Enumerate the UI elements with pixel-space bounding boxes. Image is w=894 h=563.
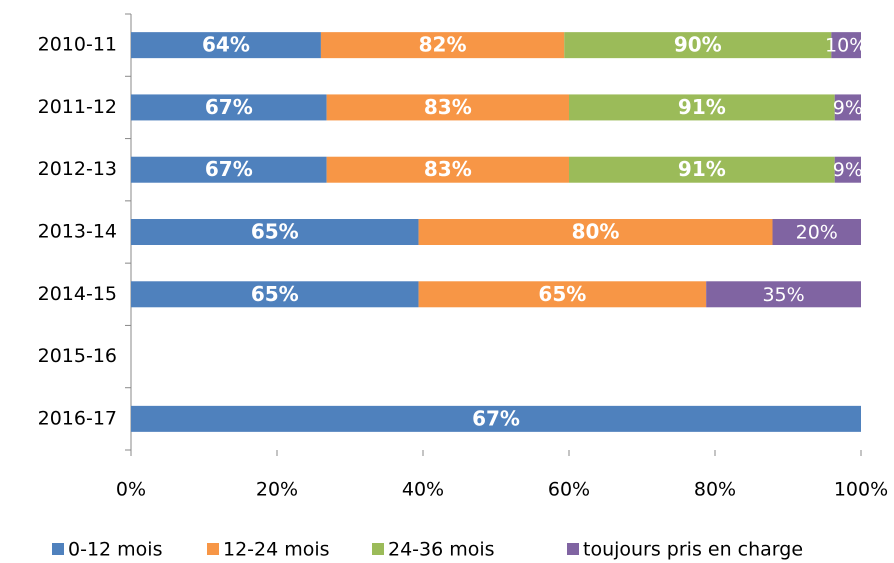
bar-segment — [131, 219, 419, 245]
data-label: 9% — [833, 159, 863, 181]
bar-segment — [831, 32, 861, 59]
bar-segment — [834, 94, 861, 121]
bar-segment — [772, 219, 861, 245]
x-tick-label: 80% — [694, 479, 736, 501]
data-label: 82% — [419, 33, 467, 57]
bar-segment — [131, 281, 419, 308]
data-label: 91% — [678, 95, 726, 119]
data-label: 83% — [424, 95, 472, 119]
bar-segment — [834, 156, 861, 183]
data-label: 67% — [472, 406, 520, 430]
bar-segment — [706, 281, 861, 308]
x-tick-label: 40% — [402, 479, 444, 501]
data-label: 20% — [796, 222, 838, 244]
bar-segment — [569, 156, 835, 183]
legend-swatch — [52, 543, 64, 555]
bar-segment — [418, 219, 773, 245]
y-tick-label: 2014-15 — [38, 283, 117, 305]
y-tick-label: 2011-12 — [38, 96, 117, 118]
data-label: 65% — [538, 282, 586, 306]
bar-segment — [131, 405, 861, 432]
legend-swatch — [372, 543, 384, 555]
x-tick-label: 20% — [256, 479, 298, 501]
legend-label: 0-12 mois — [68, 539, 162, 561]
y-tick-label: 2012-13 — [38, 158, 117, 180]
bar-segment — [418, 281, 707, 308]
data-label: 83% — [424, 157, 472, 181]
bar-segment — [320, 32, 565, 59]
y-tick-label: 2013-14 — [38, 221, 117, 243]
data-label: 67% — [205, 157, 253, 181]
data-label: 90% — [674, 33, 722, 57]
data-label: 64% — [202, 33, 250, 57]
x-tick-label: 60% — [548, 479, 590, 501]
y-tick-label: 2015-16 — [38, 345, 117, 367]
legend-label: 24-36 mois — [388, 539, 495, 561]
data-label: 10% — [825, 35, 867, 57]
bar-segment — [326, 156, 569, 183]
data-label: 35% — [762, 284, 804, 306]
bar-segment — [564, 32, 832, 59]
legend-swatch — [567, 543, 579, 555]
bar-segment — [131, 94, 327, 121]
data-label: 65% — [251, 282, 299, 306]
data-label: 80% — [572, 220, 620, 244]
bar-segment — [326, 94, 569, 121]
y-tick-label: 2016-17 — [38, 407, 117, 429]
x-tick-label: 100% — [834, 479, 888, 501]
y-tick-label: 2010-11 — [38, 34, 117, 56]
data-label: 65% — [251, 220, 299, 244]
bar-segment — [131, 156, 327, 183]
data-label: 9% — [833, 97, 863, 119]
legend-label: toujours pris en charge — [583, 539, 803, 561]
legend-swatch — [207, 543, 219, 555]
x-tick-label: 0% — [116, 479, 146, 501]
data-label: 67% — [205, 95, 253, 119]
data-label: 91% — [678, 157, 726, 181]
bar-segment — [131, 32, 321, 59]
legend-label: 12-24 mois — [223, 539, 330, 561]
bar-segment — [569, 94, 835, 121]
